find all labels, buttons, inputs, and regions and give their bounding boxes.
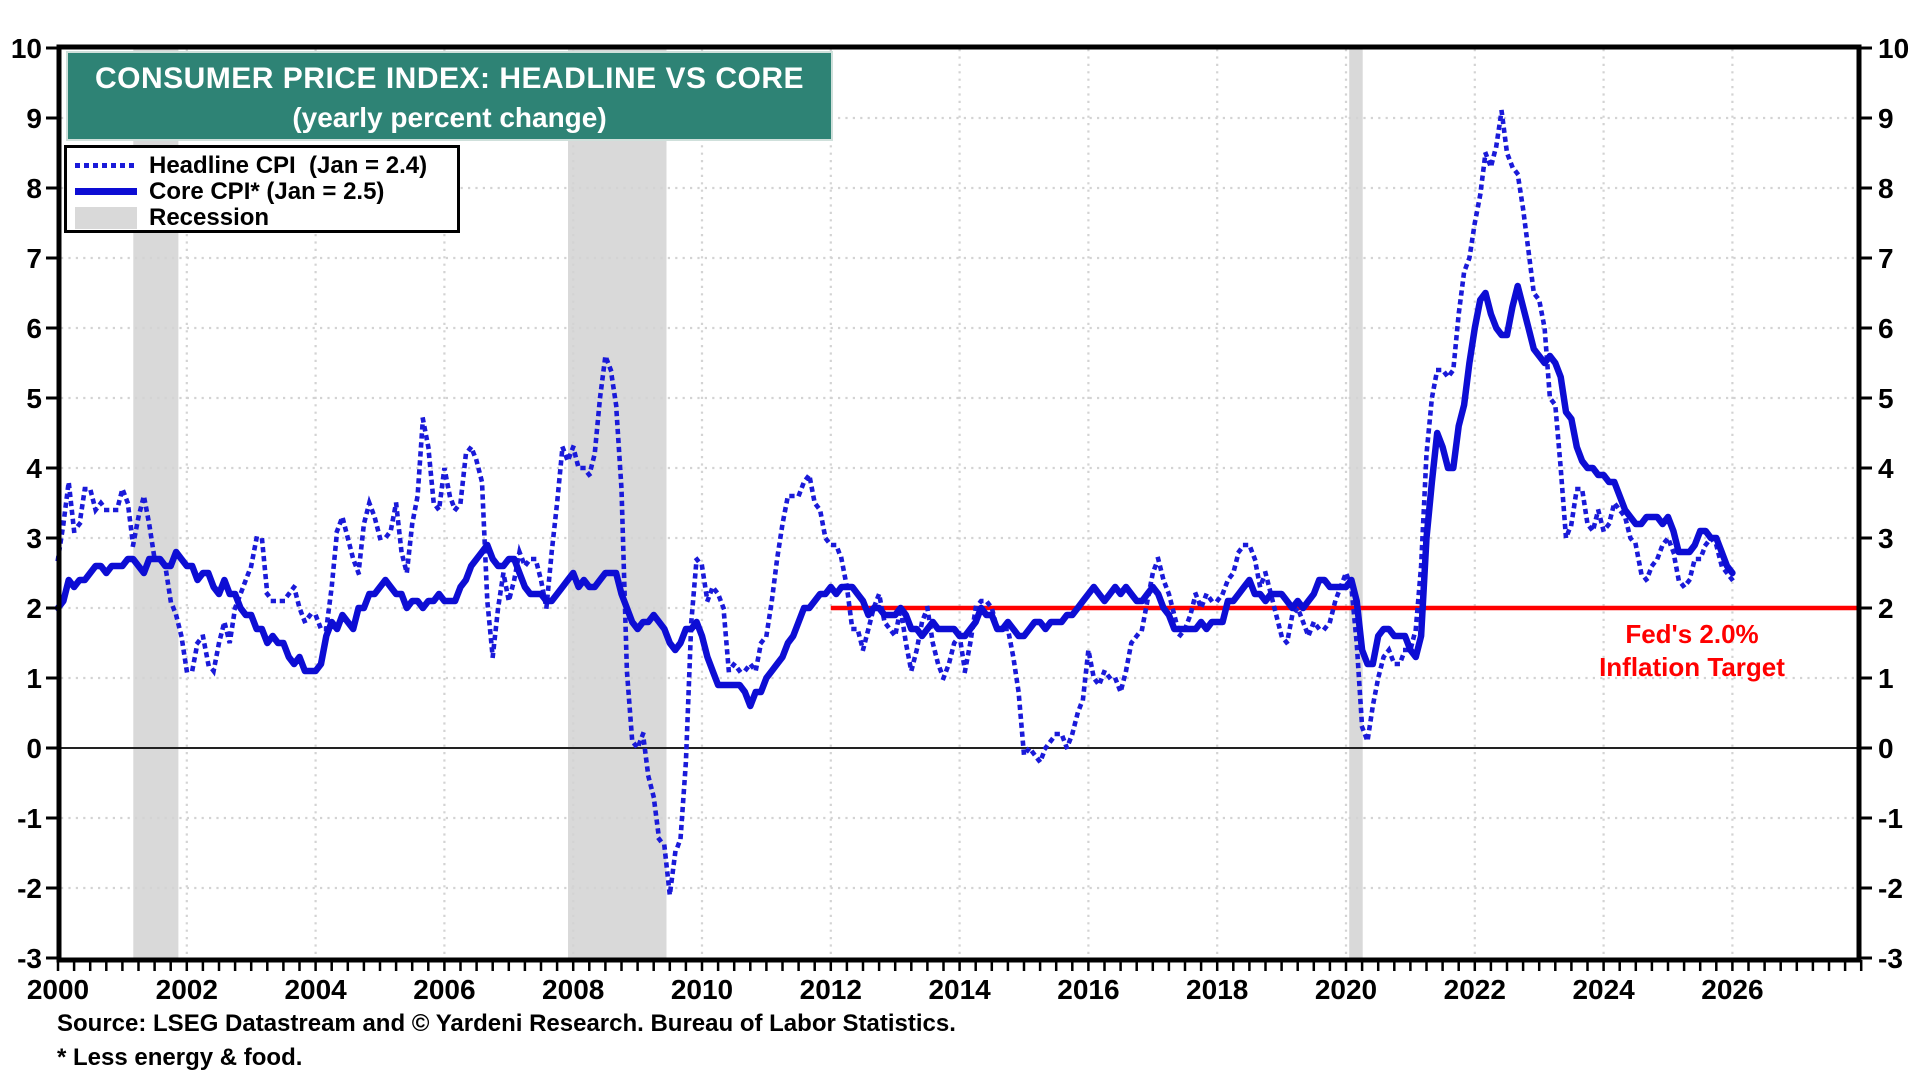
x-axis-label: 2012 (800, 974, 862, 1005)
x-axis-label: 2000 (27, 974, 89, 1005)
x-axis-label: 2022 (1444, 974, 1506, 1005)
y-axis-label-right: 1 (1878, 663, 1894, 694)
x-axis-label: 2020 (1315, 974, 1377, 1005)
y-axis-label-right: 3 (1878, 523, 1894, 554)
y-axis-label-right: 6 (1878, 313, 1894, 344)
fed-target-label-line1: Fed's 2.0% (1625, 619, 1759, 649)
y-axis-label-right: -1 (1878, 803, 1903, 834)
chart-subtitle: (yearly percent change) (292, 102, 607, 133)
y-axis-label-left: -1 (17, 803, 42, 834)
y-axis-label-left: 5 (26, 383, 42, 414)
x-axis-label: 2002 (156, 974, 218, 1005)
core-cpi-line (54, 282, 1736, 710)
y-axis-label-left: 0 (26, 733, 42, 764)
x-axis-label: 2010 (671, 974, 733, 1005)
x-axis-label: 2004 (284, 974, 347, 1005)
headline-line-swatch (75, 163, 137, 168)
fed-target-label-line2: Inflation Target (1599, 652, 1785, 682)
y-axis-label-left: 1 (26, 663, 42, 694)
x-axis-label: 2026 (1701, 974, 1763, 1005)
y-axis-label-right: 4 (1878, 453, 1894, 484)
x-axis-label: 2008 (542, 974, 604, 1005)
y-axis-label-left: 7 (26, 243, 42, 274)
legend-item-core: Core CPI* (Jan = 2.5) (75, 177, 457, 205)
y-axis-label-right: -3 (1878, 943, 1903, 974)
legend-item-headline: Headline CPI (Jan = 2.4) (75, 151, 457, 179)
chart-title-box: CONSUMER PRICE INDEX: HEADLINE VS CORE (… (66, 51, 833, 141)
x-axis-label: 2014 (928, 974, 991, 1005)
legend-item-recession: Recession (75, 203, 457, 231)
footnote: * Less energy & food. (57, 1044, 303, 1071)
x-axis-label: 2018 (1186, 974, 1248, 1005)
source-note: Source: LSEG Datastream and © Yardeni Re… (57, 1010, 956, 1037)
y-axis-label-left: 4 (26, 453, 42, 484)
y-axis-label-left: 9 (26, 103, 42, 134)
y-axis-label-right: 7 (1878, 243, 1894, 274)
y-axis-label-right: 5 (1878, 383, 1894, 414)
x-axis-label: 2024 (1572, 974, 1635, 1005)
y-axis-label-left: 10 (11, 33, 42, 64)
y-axis-label-left: 8 (26, 173, 42, 204)
recession-swatch (75, 206, 137, 229)
y-axis-label-right: -2 (1878, 873, 1903, 904)
legend-label-core: Core CPI* (Jan = 2.5) (149, 177, 385, 205)
recession-band (1349, 47, 1363, 960)
y-axis-label-left: 6 (26, 313, 42, 344)
y-axis-label-left: -3 (17, 943, 42, 974)
core-line-swatch (75, 188, 137, 195)
y-axis-label-right: 0 (1878, 733, 1894, 764)
x-axis-label: 2016 (1057, 974, 1119, 1005)
y-axis-label-right: 9 (1878, 103, 1894, 134)
recession-band (568, 47, 667, 960)
y-axis-label-left: -2 (17, 873, 42, 904)
x-axis-label: 2006 (413, 974, 475, 1005)
fed-target-label: Fed's 2.0% Inflation Target (1561, 618, 1823, 684)
headline-cpi-line (55, 110, 1736, 896)
legend: Headline CPI (Jan = 2.4) Core CPI* (Jan … (64, 145, 460, 233)
y-axis-label-right: 8 (1878, 173, 1894, 204)
y-axis-label-right: 2 (1878, 593, 1894, 624)
legend-label-headline: Headline CPI (Jan = 2.4) (149, 151, 428, 179)
legend-label-recession: Recession (149, 203, 270, 231)
y-axis-label-left: 3 (26, 523, 42, 554)
y-axis-label-left: 2 (26, 593, 42, 624)
y-axis-label-right: 10 (1878, 33, 1909, 64)
chart-title: CONSUMER PRICE INDEX: HEADLINE VS CORE (94, 62, 805, 95)
